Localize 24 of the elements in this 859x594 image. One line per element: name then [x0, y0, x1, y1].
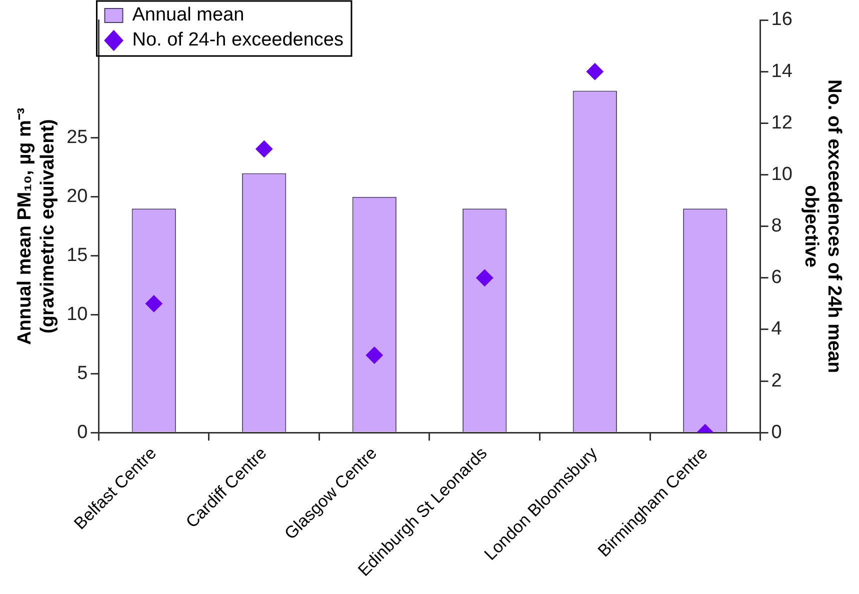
y2-tick-label: 10 [771, 164, 792, 185]
y-tick-label: 20 [66, 186, 88, 208]
point [145, 295, 162, 312]
legend-label: No. of 24-h exceedences [132, 30, 344, 51]
y-tick-label: 15 [66, 245, 88, 266]
point [366, 346, 383, 364]
point [256, 140, 273, 158]
point [586, 63, 604, 80]
y-tick-label: 10 [66, 304, 88, 325]
y2-tick-label: 14 [771, 60, 793, 82]
y-tick-label: 0 [77, 422, 88, 443]
y-tick-label: 25 [66, 127, 88, 148]
y2-tick-label: 8 [771, 216, 782, 237]
y-tick-label: 5 [77, 362, 88, 384]
y2-axis-title: No. of exceedences of 24h mean objective [800, 80, 844, 374]
y2-tick-label: 0 [771, 422, 782, 443]
y2-tick-label: 4 [771, 318, 782, 340]
point [476, 269, 494, 286]
y2-tick-label: 6 [771, 267, 782, 288]
legend-label: Annual mean [132, 4, 244, 26]
y-axis-title: Annual mean PM₁₀, µg m⁻³ (gravimetric equivalent) [14, 108, 58, 345]
y2-tick-label: 12 [771, 112, 792, 134]
y2-tick-label: 16 [771, 9, 792, 30]
y2-tick-label: 2 [771, 370, 782, 392]
